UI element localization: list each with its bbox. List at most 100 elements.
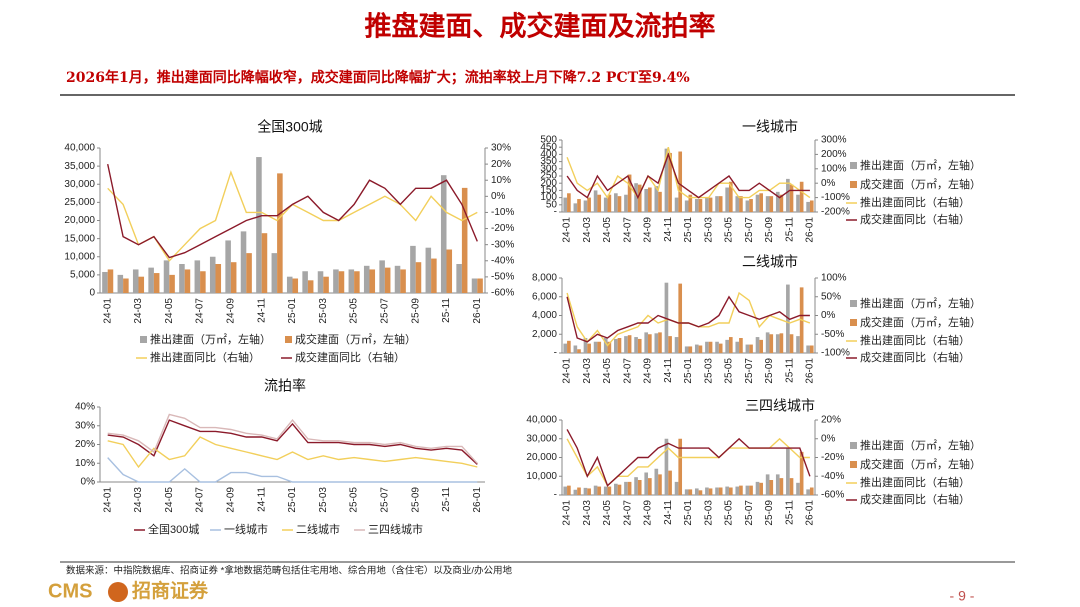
bar <box>394 265 401 293</box>
x-tick-label: 24-01 <box>562 500 573 526</box>
x-tick-label: 24-05 <box>602 217 613 243</box>
y-tick-label: 30% <box>75 420 95 431</box>
bar <box>718 487 723 495</box>
y2-tick-label: 10% <box>491 175 511 186</box>
x-tick-label: 24-07 <box>622 358 633 384</box>
x-tick-label: 24-09 <box>643 358 654 384</box>
legend-label: 成交建面（万㎡，左轴） <box>860 457 981 471</box>
bar <box>138 276 145 293</box>
bar <box>624 336 628 353</box>
legend-swatch <box>140 336 147 343</box>
bar <box>617 196 622 212</box>
y-tick-label: 500 <box>540 135 557 146</box>
chart-title: 一线城市 <box>742 119 798 135</box>
line-series <box>566 437 810 487</box>
y-tick-label: 0 <box>89 288 95 299</box>
x-tick-label: 25-05 <box>724 217 735 243</box>
bar <box>796 336 800 353</box>
bar <box>786 178 790 212</box>
y2-tick-label: -50% <box>821 329 844 340</box>
bar <box>684 200 689 212</box>
y-tick-label: 50 <box>546 199 558 210</box>
bar <box>440 175 447 293</box>
bar <box>708 488 713 495</box>
bar <box>705 341 709 353</box>
x-tick-label: 25-01 <box>683 358 694 384</box>
bar <box>624 194 628 212</box>
bar <box>728 337 733 353</box>
legend-label: 推出建面同比（右轴） <box>860 195 970 209</box>
y-tick-label: 100 <box>540 192 557 203</box>
legend-label: 推出建面同比（右轴） <box>150 350 260 364</box>
bar <box>688 489 693 495</box>
legend-swatch <box>285 336 292 343</box>
bar <box>806 489 810 495</box>
bar <box>277 173 283 293</box>
bar <box>179 264 185 293</box>
bar <box>583 338 588 353</box>
bar <box>634 337 638 353</box>
x-tick-label: 24-11 <box>663 217 674 242</box>
x-tick-label: 25-07 <box>380 298 391 324</box>
bar <box>624 481 628 495</box>
bar <box>745 200 750 212</box>
bar <box>153 273 160 293</box>
bar <box>668 470 672 495</box>
legend-label: 推出建面同比（右轴） <box>860 475 970 489</box>
bar <box>654 468 659 495</box>
x-tick-label: 24-01 <box>102 487 113 513</box>
bar <box>684 346 689 353</box>
bar <box>779 333 784 353</box>
bar <box>654 333 659 353</box>
bar <box>271 253 278 293</box>
bar <box>806 345 810 353</box>
bar <box>577 349 581 353</box>
bar <box>705 487 709 495</box>
y2-tick-label: -200% <box>821 207 850 218</box>
bar <box>769 334 774 353</box>
x-tick-label: 26-01 <box>805 217 816 243</box>
legend-label: 三四线城市 <box>368 522 423 536</box>
bar <box>307 280 314 293</box>
y-tick-label: 40% <box>75 402 95 413</box>
x-tick-label: 24-05 <box>602 500 613 526</box>
legend-swatch <box>850 319 857 326</box>
bar <box>593 485 598 495</box>
y-tick-label: 200 <box>540 178 557 189</box>
bar <box>668 336 672 353</box>
legend-swatch <box>850 442 857 449</box>
y-tick-label: 150 <box>540 185 557 196</box>
legend-swatch <box>850 162 857 169</box>
x-tick-label: 25-01 <box>683 217 694 243</box>
y-tick-label: 10,000 <box>64 251 95 262</box>
chart-title: 三四线城市 <box>745 398 815 414</box>
bar <box>769 480 774 495</box>
x-tick-label: 24-03 <box>582 500 593 526</box>
bar <box>644 332 649 353</box>
x-tick-label: 24-09 <box>643 217 654 243</box>
bar <box>749 485 753 495</box>
bar <box>796 482 800 495</box>
bar <box>728 181 733 212</box>
bar <box>765 196 770 212</box>
bar <box>400 269 406 293</box>
bar <box>603 338 608 353</box>
y-tick-label: 40,000 <box>64 143 95 154</box>
bar <box>379 260 385 293</box>
legend-swatch <box>850 461 857 468</box>
y-tick-label: 6,000 <box>532 291 557 302</box>
bar <box>765 474 770 495</box>
y-tick-label: 10,000 <box>526 471 557 482</box>
y-tick-label: 400 <box>540 149 557 160</box>
legend-label: 推出建面（万㎡，左轴） <box>860 296 981 310</box>
line-series <box>107 419 478 465</box>
line-series <box>107 163 478 259</box>
x-tick-label: 24-07 <box>195 487 206 513</box>
chart-title: 全国300城 <box>257 119 322 135</box>
x-tick-label: 25-07 <box>380 487 391 513</box>
x-tick-label: 25-09 <box>764 217 775 243</box>
bar <box>573 203 578 212</box>
bar <box>789 184 794 212</box>
bar <box>567 193 571 212</box>
y-tick-label: 8,000 <box>532 273 557 284</box>
